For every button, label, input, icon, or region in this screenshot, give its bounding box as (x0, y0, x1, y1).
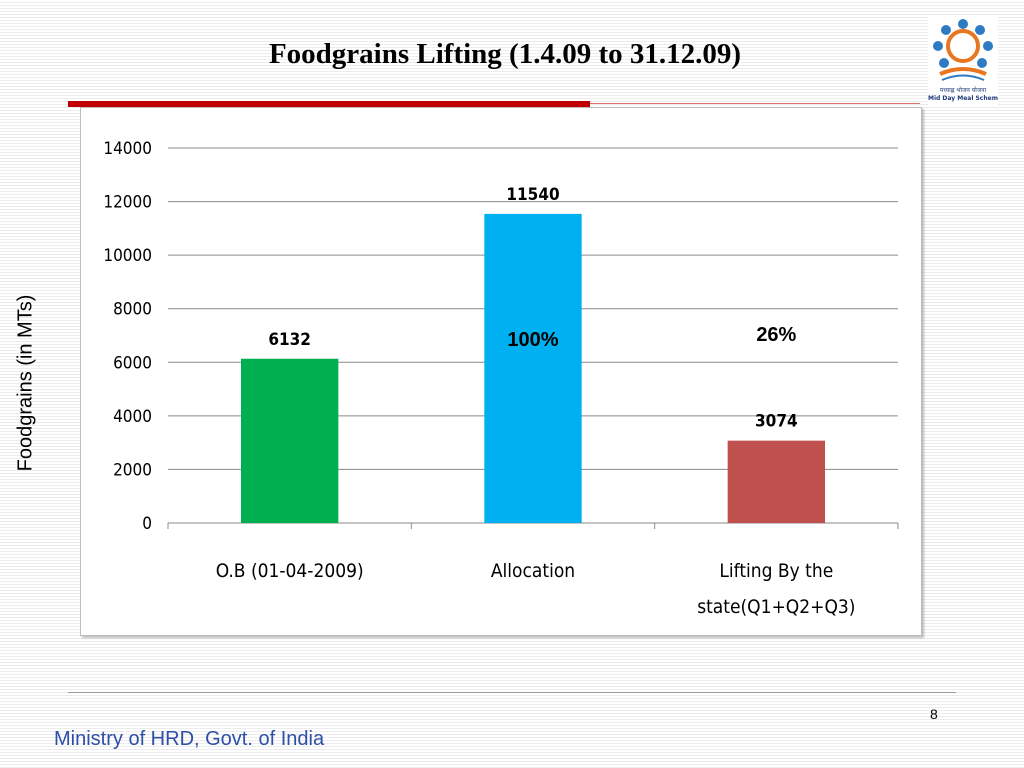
data-label: 6132 (268, 330, 311, 350)
page-number: 8 (930, 706, 938, 722)
bar (484, 213, 582, 523)
percent-annotation: 100% (507, 329, 558, 351)
footer-rule (68, 692, 956, 693)
data-label: 3074 (755, 412, 798, 432)
y-tick-label: 12000 (103, 193, 152, 213)
slide-title: Foodgrains Lifting (1.4.09 to 31.12.09) (268, 38, 742, 70)
mid-day-meal-emblem-icon (933, 19, 993, 81)
logo-hindi-text: मध्याह्न भोजन योजना (939, 87, 987, 94)
x-category-label: Lifting By the (719, 560, 833, 582)
data-label: 11540 (506, 185, 559, 205)
y-tick-label: 14000 (103, 139, 152, 159)
bar (241, 358, 339, 523)
percent-annotation: 26% (756, 324, 796, 346)
y-tick-label: 4000 (113, 407, 152, 427)
y-tick-label: 8000 (113, 300, 152, 320)
x-category-label: Allocation (491, 560, 575, 582)
x-category-label: state(Q1+Q2+Q3) (697, 596, 855, 618)
y-tick-label: 2000 (113, 460, 152, 480)
title-rule (68, 101, 590, 107)
bar (727, 440, 825, 523)
x-category-label: O.B (01-04-2009) (216, 560, 364, 582)
y-tick-label: 0 (142, 514, 152, 534)
y-tick-label: 10000 (103, 246, 152, 266)
footer-text: Ministry of HRD, Govt. of India (54, 728, 325, 750)
logo-english-text: Mid Day Meal Scheme (928, 95, 998, 102)
y-tick-label: 6000 (113, 353, 152, 373)
title-rule-thin (590, 103, 920, 104)
mid-day-meal-logo: मध्याह्न भोजन योजना Mid Day Meal Scheme (928, 16, 998, 106)
